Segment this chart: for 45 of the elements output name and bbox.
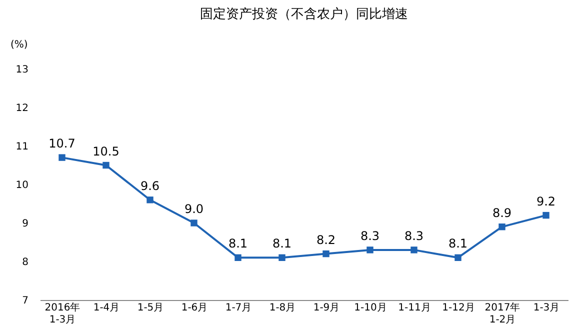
point	[146, 196, 154, 204]
chart-title: 固定资产投资（不含农户）同比增速	[200, 7, 408, 22]
point	[278, 254, 286, 262]
point	[58, 154, 66, 161]
y-tick-label: 13	[16, 64, 28, 76]
x-tick-label: 1-12月	[442, 302, 475, 314]
y-tick-label: 12	[16, 103, 28, 114]
x-tick-label: 1-5月	[137, 302, 164, 314]
point	[498, 223, 506, 230]
y-tick-label: 11	[16, 142, 28, 152]
point	[234, 254, 242, 262]
data-label: 8.1	[448, 236, 468, 251]
data-label: 9.2	[536, 194, 556, 208]
x-tick-label: 1-11月	[398, 302, 431, 314]
x-tick-label: 1-4月	[93, 302, 120, 314]
data-label: 8.1	[228, 236, 248, 251]
data-label: 8.3	[404, 228, 424, 243]
point	[410, 246, 418, 254]
y-tick-label: 10	[16, 180, 28, 191]
point	[190, 220, 198, 226]
data-label: 8.3	[360, 228, 380, 243]
data-label: 9.6	[140, 178, 160, 193]
data-label: 9.0	[184, 202, 204, 216]
y-tick-label: 7	[22, 296, 28, 306]
x-tick-label: 1-10月	[354, 302, 387, 314]
x-tick-label: 1-8月	[269, 302, 296, 314]
point	[454, 254, 462, 262]
x-tick-label: 2017年 1-2月	[484, 302, 520, 326]
data-label: 10.7	[48, 136, 76, 151]
point	[542, 212, 550, 219]
x-tick-label: 1-3月	[533, 302, 560, 314]
point	[102, 162, 110, 169]
point	[322, 250, 330, 258]
y-axis-title: (%)	[10, 40, 28, 50]
data-label: 10.5	[92, 144, 120, 158]
point	[366, 246, 374, 254]
x-tick-label: 1-7月	[225, 302, 252, 314]
x-tick-label: 2016年 1-3月	[44, 302, 80, 326]
data-label: 8.2	[316, 232, 336, 247]
y-tick-label: 8	[22, 257, 28, 268]
data-label: 8.1	[272, 236, 292, 251]
x-tick-label: 1-6月	[181, 302, 208, 314]
y-tick-label: 9	[22, 218, 28, 230]
x-tick-label: 1-9月	[313, 302, 340, 314]
data-label: 8.9	[492, 206, 512, 220]
